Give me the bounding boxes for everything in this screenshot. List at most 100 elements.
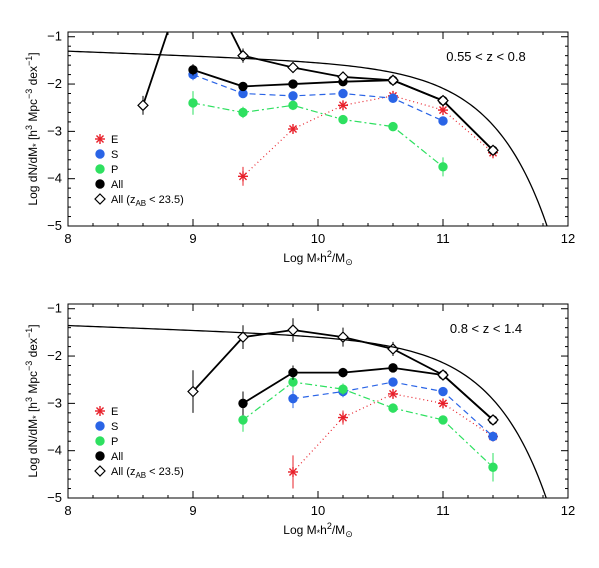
data-point xyxy=(438,105,448,116)
data-point xyxy=(238,415,248,425)
data-point xyxy=(137,99,149,112)
y-tick-label: −3 xyxy=(47,395,62,410)
data-point xyxy=(438,415,448,425)
data-point xyxy=(288,79,298,89)
legend-item: S xyxy=(95,149,118,161)
x-tick-label: 10 xyxy=(311,503,325,518)
series-line xyxy=(142,32,494,151)
fit-curve xyxy=(68,50,548,226)
legend-item: All xyxy=(95,179,123,191)
series-all-z-ab-23-5- xyxy=(187,318,499,426)
legend-item: All (zAB < 23.5) xyxy=(94,193,184,208)
series-line xyxy=(192,102,444,168)
data-point xyxy=(487,414,499,426)
series-schechter-fit xyxy=(68,324,547,498)
data-point xyxy=(338,384,348,394)
data-point xyxy=(337,71,349,83)
x-tick-label: 11 xyxy=(436,503,450,518)
x-tick-label: 9 xyxy=(189,231,196,246)
legend-label: P xyxy=(111,436,118,448)
x-tick-label: 8 xyxy=(64,503,71,518)
x-tick-label: 12 xyxy=(561,503,575,518)
annotation: 0.55 < z < 0.8 xyxy=(446,49,526,64)
data-point xyxy=(388,388,398,399)
data-point xyxy=(338,412,348,423)
data-point xyxy=(437,94,449,107)
data-point xyxy=(438,162,448,172)
data-point xyxy=(288,100,298,111)
data-point xyxy=(288,367,298,378)
data-point xyxy=(338,100,348,111)
x-axis-label: Log M*h2/M⊙ xyxy=(283,521,352,539)
fit-curve xyxy=(68,324,547,498)
x-tick-label: 8 xyxy=(64,231,71,246)
x-tick-label: 9 xyxy=(189,503,196,518)
legend-item: E xyxy=(95,134,118,146)
data-point xyxy=(94,465,106,477)
data-point xyxy=(337,331,349,343)
data-point xyxy=(288,124,298,134)
legend-label: All xyxy=(111,179,123,191)
legend-item: P xyxy=(95,164,118,176)
legend-item: E xyxy=(95,406,118,418)
data-point xyxy=(437,369,449,381)
data-point xyxy=(438,116,448,126)
data-point xyxy=(238,107,248,118)
data-point xyxy=(238,171,248,182)
data-point xyxy=(388,93,398,103)
data-point xyxy=(238,398,248,409)
y-axis-label: Log dN/dM* [h3 Mpc−3 dex−1] xyxy=(24,324,41,477)
data-point xyxy=(438,386,448,397)
data-point xyxy=(388,377,398,387)
series-line xyxy=(242,381,494,468)
series-schechter-fit xyxy=(68,50,548,226)
legend-label: S xyxy=(111,421,118,433)
series-e xyxy=(238,90,498,186)
data-point xyxy=(338,88,348,99)
legend-item: P xyxy=(95,436,118,448)
data-point xyxy=(488,462,498,472)
legend: ESP All All (zAB < 23.5) xyxy=(94,134,184,208)
data-point xyxy=(387,74,399,87)
series-s xyxy=(188,68,448,126)
y-tick-label: −2 xyxy=(47,76,62,91)
data-point xyxy=(488,431,498,442)
legend-label: E xyxy=(111,406,118,418)
y-tick-label: −1 xyxy=(47,29,62,44)
data-point xyxy=(288,393,298,404)
legend-label: E xyxy=(111,134,118,146)
y-tick-label: −1 xyxy=(47,301,62,316)
data-point xyxy=(288,466,298,477)
legend-label: All xyxy=(111,451,123,463)
data-point xyxy=(95,164,105,174)
x-axis-label: Log M*h2/M⊙ xyxy=(283,249,352,267)
legend-label: All (zAB < 23.5) xyxy=(111,466,184,480)
data-point xyxy=(95,421,105,431)
panel-top: 8 9 10 11 12 −5 −4 −3 −2 −1 0.55 < z < 0.8 Log M… xyxy=(24,29,575,267)
x-tick-label: 12 xyxy=(561,231,575,246)
legend-item: All xyxy=(95,451,123,463)
legend-label: All (zAB < 23.5) xyxy=(111,194,184,208)
data-point xyxy=(338,114,348,125)
data-point xyxy=(388,403,398,413)
series-line xyxy=(292,393,494,473)
data-point xyxy=(287,324,299,336)
x-ticks: 8 9 10 11 12 xyxy=(64,304,575,518)
y-tick-label: −4 xyxy=(47,171,62,186)
data-point xyxy=(287,61,299,74)
y-ticks: −5 −4 −3 −2 −1 xyxy=(47,29,568,233)
series-line xyxy=(192,74,444,122)
data-point xyxy=(438,398,448,409)
data-point xyxy=(187,385,199,398)
y-tick-label: −4 xyxy=(47,443,62,458)
y-tick-label: −3 xyxy=(47,123,62,138)
plot-area xyxy=(68,32,548,226)
data-point xyxy=(95,451,105,461)
data-point xyxy=(95,149,105,159)
data-point xyxy=(388,363,398,373)
data-point xyxy=(388,121,398,132)
data-point xyxy=(338,367,348,378)
data-point xyxy=(188,65,198,75)
data-point xyxy=(487,144,499,157)
